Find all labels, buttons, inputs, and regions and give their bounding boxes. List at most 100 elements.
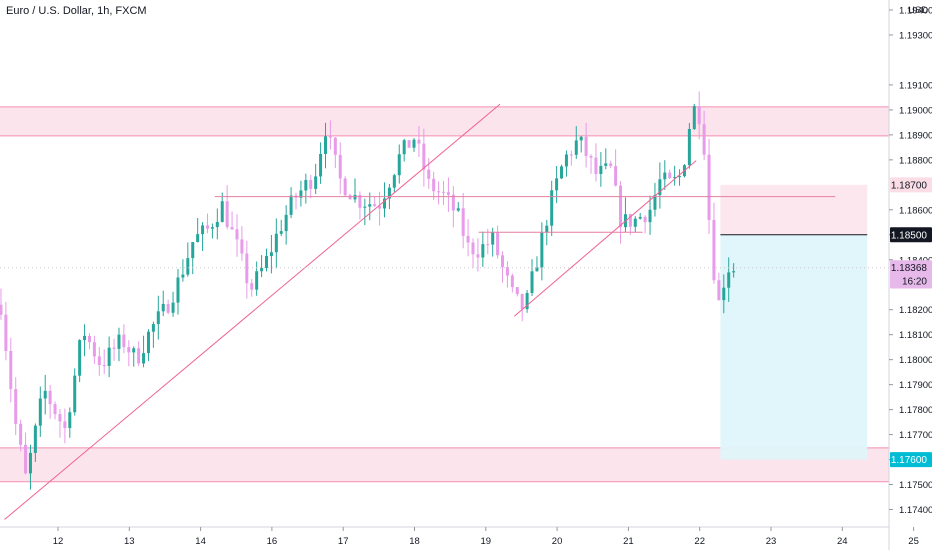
x-tick-label: 21 [623,536,634,547]
candle-body [383,198,387,209]
price-tag: 1.18368 [890,260,932,276]
candle [63,408,67,444]
candle [112,338,116,361]
candle [215,208,219,240]
candle [78,339,82,383]
candle-body [14,389,18,424]
short-trendline[interactable] [513,160,697,317]
candle-body [142,353,146,364]
candle-body [176,277,180,303]
candle [264,248,268,272]
candle [19,419,23,452]
candle [24,432,28,475]
candle [707,138,711,234]
candle-body [427,169,431,179]
candle-body [220,201,224,222]
stop-loss-zone[interactable] [720,184,868,235]
candle-body [166,303,170,313]
candle [609,160,613,169]
candle-body [161,303,165,312]
candle-body [653,195,657,210]
candle-body [589,155,593,158]
candle [4,301,8,361]
candle-body [673,177,677,179]
candle [58,408,62,438]
candle [564,150,568,177]
candle-body [132,348,136,353]
y-tick-label: 1.18600 [899,205,932,216]
candle-body [323,136,327,154]
candle-body [564,154,568,167]
candle [466,219,470,257]
candle [186,242,190,277]
candle [161,290,165,317]
candle [235,214,239,257]
candle-body [732,271,736,273]
candle [437,181,441,205]
candle [171,291,175,317]
candle [255,261,259,296]
candle [304,173,308,204]
x-tick-label: 25 [908,536,919,547]
candle-body [250,283,254,290]
price-tag-bg [890,227,932,243]
candle [289,187,293,219]
y-tick-label: 1.19100 [899,80,932,91]
candle-body [604,163,608,166]
candle-body [717,280,721,301]
drawn-lines[interactable] [0,103,889,520]
position-tool[interactable] [720,184,868,460]
candle-body [643,216,647,223]
candle [97,347,101,376]
time-axis[interactable]: 121314161718192021222324252627 [53,527,932,547]
candle-body [555,178,559,191]
price-tag-label: 16:20 [902,276,927,287]
candle-body [638,216,642,219]
y-tick-label: 1.18100 [899,330,932,341]
candle-body [520,294,524,310]
candle [638,212,642,220]
candle [0,288,3,320]
y-tick-label: 1.19000 [899,105,932,116]
candle [92,335,96,364]
candle-body [501,255,505,268]
candle [673,165,677,186]
y-tick-label: 1.17800 [899,405,932,416]
candle [633,216,637,233]
candle [417,126,421,157]
candle [653,182,657,217]
candle-body [235,229,239,240]
candle-body [722,287,726,301]
price-tags: 1.18700 1.18500 1.18368 16:20 1.17600 [890,177,932,468]
candle [712,202,716,284]
x-tick-label: 23 [766,536,777,547]
candle-body [58,414,62,422]
candle [397,144,401,184]
candle-body [151,324,155,332]
candle-body [432,178,436,192]
candle-body [269,252,273,257]
candle [383,182,387,218]
candle [122,324,126,354]
candle [727,257,731,302]
take-profit-zone[interactable] [720,234,868,460]
candle-body [594,157,598,175]
y-tick-label: 1.19400 [899,5,932,16]
candle-body [486,244,490,246]
candle [663,160,667,190]
candle [338,142,342,195]
candle [319,142,323,184]
candle [476,238,480,272]
candle [284,205,288,245]
candle-body [569,154,573,156]
candle [515,287,519,297]
x-tick-label: 19 [481,536,492,547]
long-trendline[interactable] [4,103,501,520]
candle-body [373,204,377,206]
candle [107,336,111,378]
candle-body [240,239,244,254]
chart-title: Euro / U.S. Dollar, 1h, FXCM [6,5,147,17]
candle-body [609,163,613,167]
